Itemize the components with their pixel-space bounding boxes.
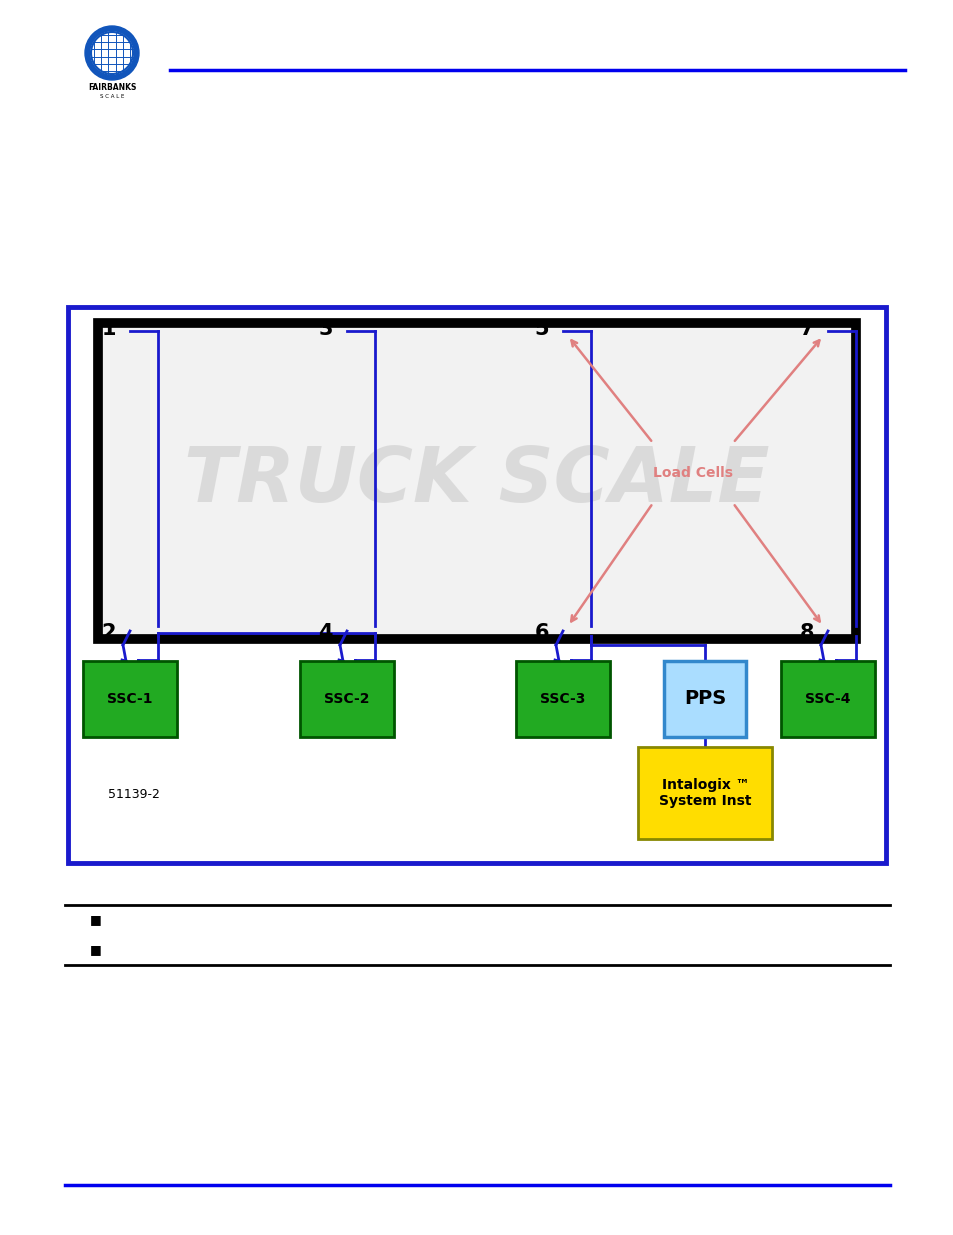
Text: 1: 1: [101, 319, 116, 338]
Text: PPS: PPS: [683, 689, 726, 709]
Text: 2: 2: [101, 622, 116, 643]
Text: SSC-3: SSC-3: [539, 692, 585, 706]
FancyBboxPatch shape: [664, 661, 745, 737]
Circle shape: [91, 32, 132, 74]
Text: 6: 6: [534, 622, 548, 643]
Text: TRUCK SCALE: TRUCK SCALE: [184, 445, 769, 517]
FancyBboxPatch shape: [516, 661, 609, 737]
Text: 4: 4: [318, 622, 333, 643]
FancyBboxPatch shape: [638, 747, 772, 839]
Text: 8: 8: [799, 622, 813, 643]
Circle shape: [85, 26, 139, 80]
FancyBboxPatch shape: [83, 661, 177, 737]
Text: SSC-2: SSC-2: [324, 692, 370, 706]
Text: SSC-4: SSC-4: [804, 692, 850, 706]
Text: Intalogix ™
System Inst: Intalogix ™ System Inst: [659, 778, 751, 808]
Text: ■: ■: [90, 944, 102, 956]
FancyBboxPatch shape: [98, 324, 855, 638]
Text: 3: 3: [318, 319, 333, 338]
FancyBboxPatch shape: [781, 661, 874, 737]
FancyBboxPatch shape: [299, 661, 394, 737]
Text: 7: 7: [799, 319, 813, 338]
Text: ■: ■: [90, 914, 102, 926]
Text: S C A L E: S C A L E: [100, 94, 124, 99]
Text: SSC-1: SSC-1: [107, 692, 152, 706]
FancyBboxPatch shape: [68, 308, 885, 863]
Text: Load Cells: Load Cells: [652, 466, 732, 480]
Text: FAIRBANKS: FAIRBANKS: [88, 83, 136, 91]
Text: 51139-2: 51139-2: [108, 788, 160, 802]
Text: 5: 5: [534, 319, 548, 338]
